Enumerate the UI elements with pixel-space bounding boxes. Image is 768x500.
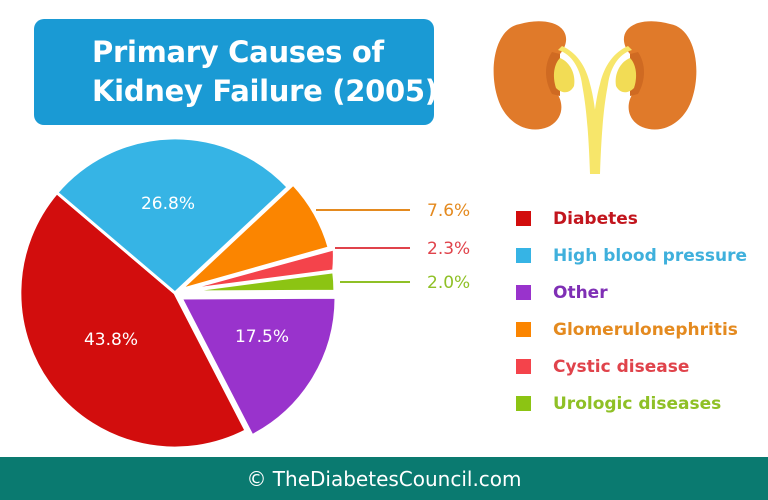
title-line-1: Primary Causes of xyxy=(92,35,384,69)
kidneys-icon xyxy=(493,21,697,174)
copyright-text: © TheDiabetesCouncil.com xyxy=(246,466,522,491)
legend-item-glomerulonephritis: Glomerulonephritis xyxy=(516,311,747,348)
callout-glomerulonephritis: 7.6% xyxy=(427,201,470,221)
slice-urologic-diseases xyxy=(178,270,337,294)
legend-swatch xyxy=(516,248,531,263)
slice-diabetes xyxy=(18,191,248,450)
chart-title: Primary Causes of Kidney Failure (2005) xyxy=(92,33,438,111)
slice-glomerulonephritis xyxy=(178,182,331,292)
slice-high-blood-pressure xyxy=(55,136,290,295)
label-high-blood-pressure: 26.8% xyxy=(141,194,195,214)
legend-swatch xyxy=(516,396,531,411)
legend-label: Glomerulonephritis xyxy=(553,319,738,340)
legend: Diabetes High blood pressure Other Glome… xyxy=(516,200,747,422)
legend-swatch xyxy=(516,211,531,226)
legend-label: Other xyxy=(553,282,608,303)
legend-item-high-blood-pressure: High blood pressure xyxy=(516,237,747,274)
title-line-2: Kidney Failure (2005) xyxy=(92,74,438,108)
legend-label: High blood pressure xyxy=(553,245,748,266)
legend-label: Diabetes xyxy=(553,208,638,229)
legend-label: Cystic disease xyxy=(553,356,690,377)
legend-swatch xyxy=(516,322,531,337)
legend-item-urologic-diseases: Urologic diseases xyxy=(516,385,747,422)
legend-swatch xyxy=(516,285,531,300)
footer-copyright: © TheDiabetesCouncil.com xyxy=(0,457,768,500)
label-diabetes: 43.8% xyxy=(84,330,138,350)
legend-label: Urologic diseases xyxy=(553,393,722,414)
legend-item-cystic-disease: Cystic disease xyxy=(516,348,747,385)
slice-other xyxy=(179,295,338,438)
legend-item-diabetes: Diabetes xyxy=(516,200,747,237)
callout-urologic-diseases: 2.0% xyxy=(427,273,470,293)
legend-item-other: Other xyxy=(516,274,747,311)
label-other: 17.5% xyxy=(235,327,289,347)
callout-cystic-disease: 2.3% xyxy=(427,239,470,259)
title-banner: Primary Causes of Kidney Failure (2005) xyxy=(34,19,438,125)
legend-swatch xyxy=(516,359,531,374)
